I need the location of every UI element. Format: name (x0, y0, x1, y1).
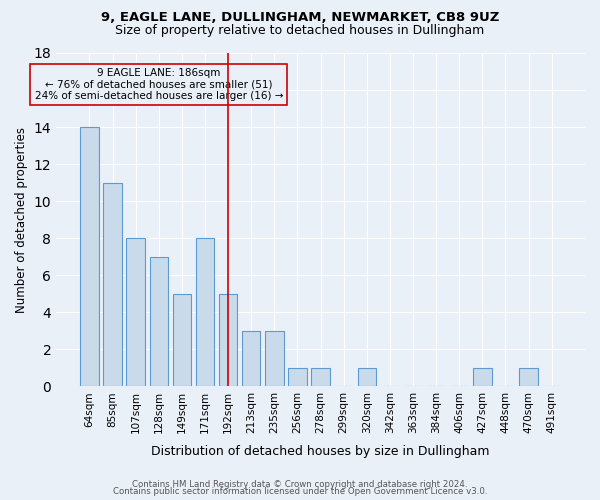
Bar (149, 256, 168, 386)
Bar (288, 368, 307, 386)
Bar (173, 294, 191, 386)
Text: Contains HM Land Registry data © Crown copyright and database right 2024.: Contains HM Land Registry data © Crown c… (132, 480, 468, 489)
Text: Size of property relative to detached houses in Dullingham: Size of property relative to detached ho… (115, 24, 485, 37)
Bar (103, 182, 122, 386)
Bar (196, 238, 214, 386)
Bar (358, 368, 376, 386)
X-axis label: Distribution of detached houses by size in Dullingham: Distribution of detached houses by size … (151, 444, 490, 458)
Y-axis label: Number of detached properties: Number of detached properties (15, 126, 28, 312)
Bar (520, 368, 538, 386)
Bar (127, 238, 145, 386)
Text: 9, EAGLE LANE, DULLINGHAM, NEWMARKET, CB8 9UZ: 9, EAGLE LANE, DULLINGHAM, NEWMARKET, CB… (101, 11, 499, 24)
Bar (219, 294, 238, 386)
Bar (80, 127, 98, 386)
Text: 9 EAGLE LANE: 186sqm
← 76% of detached houses are smaller (51)
24% of semi-detac: 9 EAGLE LANE: 186sqm ← 76% of detached h… (35, 68, 283, 101)
Text: Contains public sector information licensed under the Open Government Licence v3: Contains public sector information licen… (113, 487, 487, 496)
Bar (265, 331, 284, 386)
Bar (473, 368, 491, 386)
Bar (311, 368, 330, 386)
Bar (242, 331, 260, 386)
